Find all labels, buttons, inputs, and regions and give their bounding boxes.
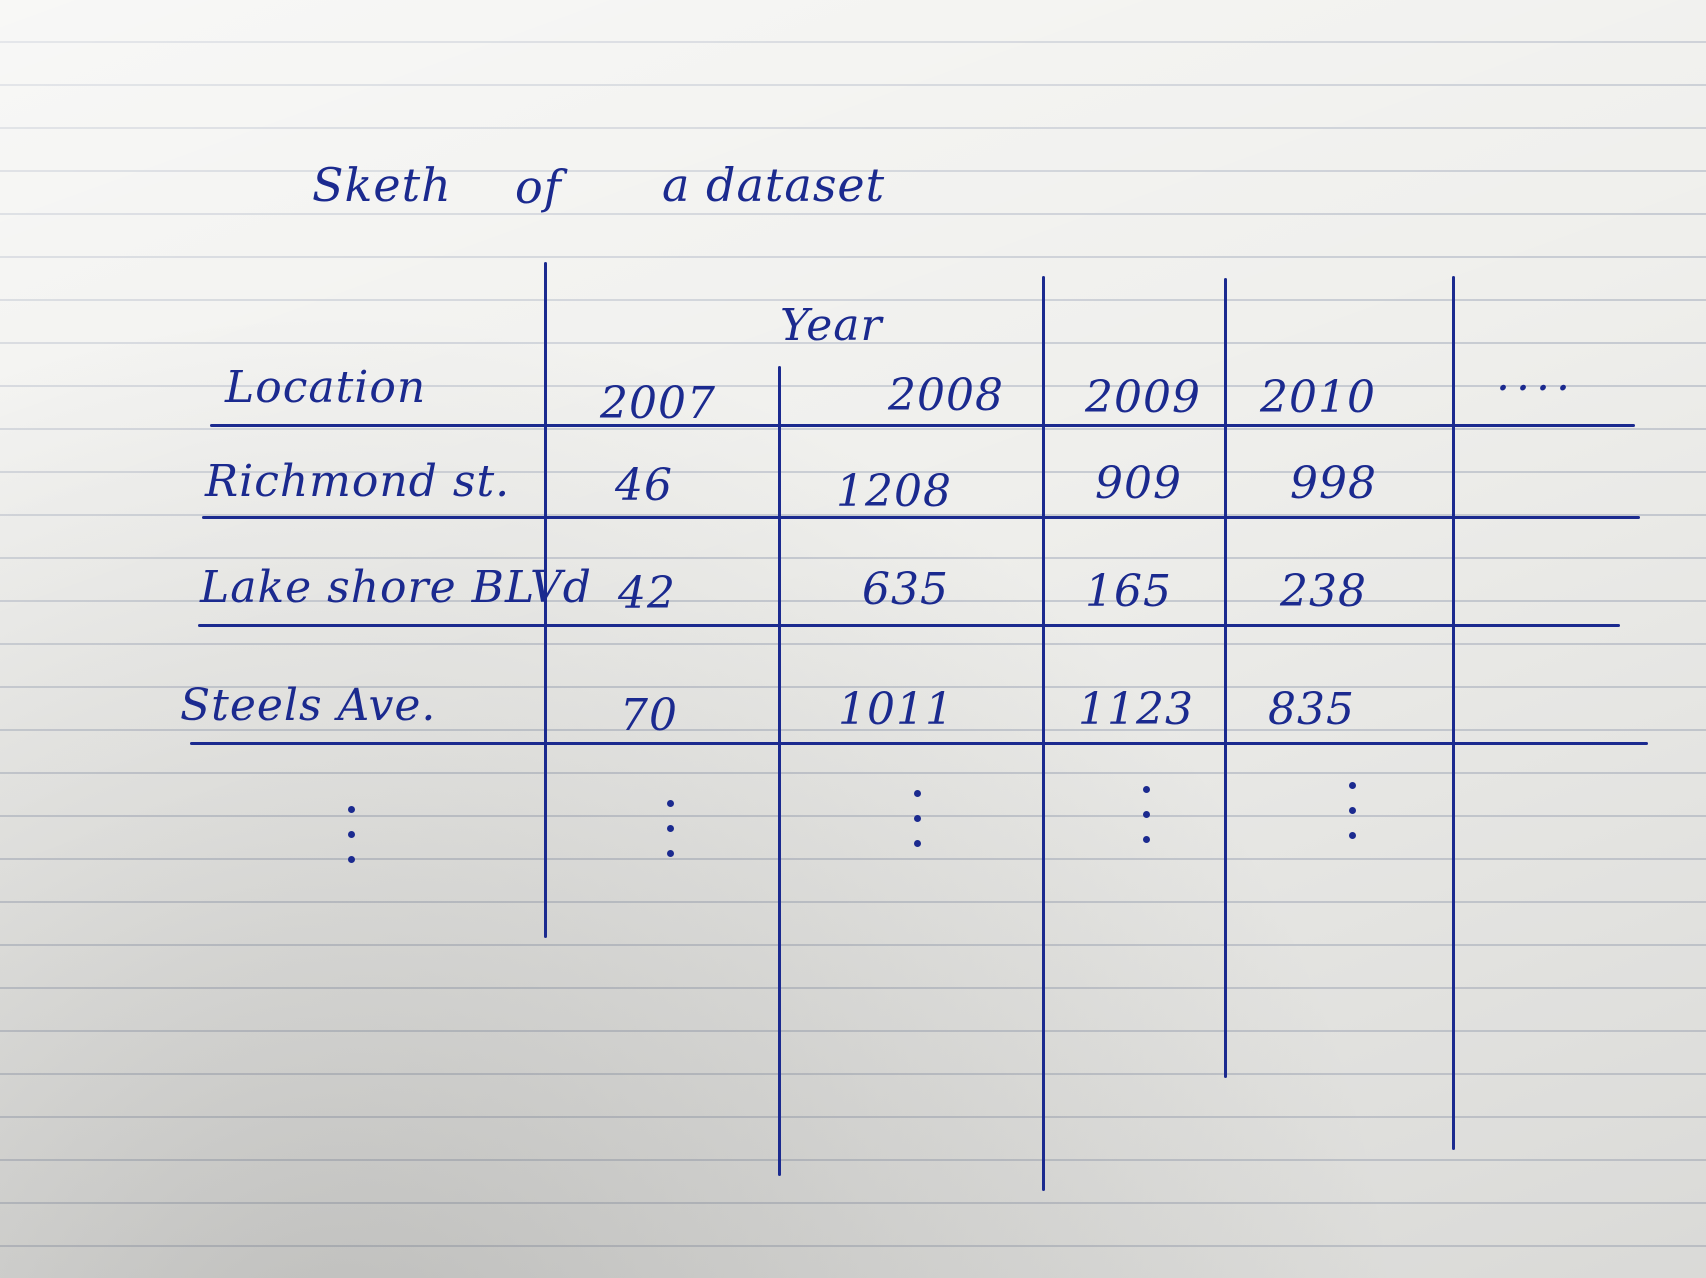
year-group-header: Year xyxy=(780,300,883,351)
column-header-2010: 2010 xyxy=(1260,372,1376,423)
location-header: Location xyxy=(225,362,427,413)
cell-lakeshore-2009: 165 xyxy=(1085,566,1172,617)
divider-2010-more xyxy=(1452,276,1455,1150)
cell-lakeshore-2010: 238 xyxy=(1280,566,1367,617)
more-rows-dots-2008 xyxy=(914,790,922,865)
more-rows-dots-location xyxy=(348,806,356,881)
column-header-2007: 2007 xyxy=(600,378,716,429)
divider-location-column xyxy=(544,262,547,938)
title-word-3: a dataset xyxy=(662,158,886,212)
row-1-underline xyxy=(202,516,1640,519)
divider-2007-2008 xyxy=(778,366,781,1176)
cell-richmond-2009: 909 xyxy=(1095,458,1182,509)
cell-richmond-2008: 1208 xyxy=(836,466,952,517)
cell-richmond-2007: 46 xyxy=(615,460,673,511)
title-word-1: Sketh xyxy=(312,158,452,212)
more-rows-dots-2009 xyxy=(1143,786,1151,861)
cell-steels-2007: 70 xyxy=(620,690,678,741)
column-header-2008: 2008 xyxy=(888,370,1004,421)
divider-2009-2010 xyxy=(1224,278,1227,1078)
cell-steels-2010: 835 xyxy=(1268,684,1355,735)
divider-2008-2009 xyxy=(1042,276,1045,1191)
row-3-underline xyxy=(190,742,1648,745)
more-rows-dots-2007 xyxy=(667,800,675,875)
row-location-lakeshore: Lake shore BLVd xyxy=(200,562,592,613)
title-word-2: of xyxy=(515,160,562,214)
cell-lakeshore-2008: 635 xyxy=(862,564,949,615)
cell-lakeshore-2007: 42 xyxy=(618,568,676,619)
cell-steels-2009: 1123 xyxy=(1078,684,1194,735)
more-rows-dots-2010 xyxy=(1349,782,1357,857)
column-header-2009: 2009 xyxy=(1085,372,1201,423)
row-location-steels: Steels Ave. xyxy=(180,680,437,731)
cell-steels-2008: 1011 xyxy=(838,684,954,735)
cell-richmond-2010: 998 xyxy=(1290,458,1377,509)
row-location-richmond: Richmond st. xyxy=(205,456,511,507)
more-columns-ellipsis: .... xyxy=(1496,350,1576,401)
header-underline xyxy=(210,424,1635,427)
row-2-underline xyxy=(198,624,1620,627)
